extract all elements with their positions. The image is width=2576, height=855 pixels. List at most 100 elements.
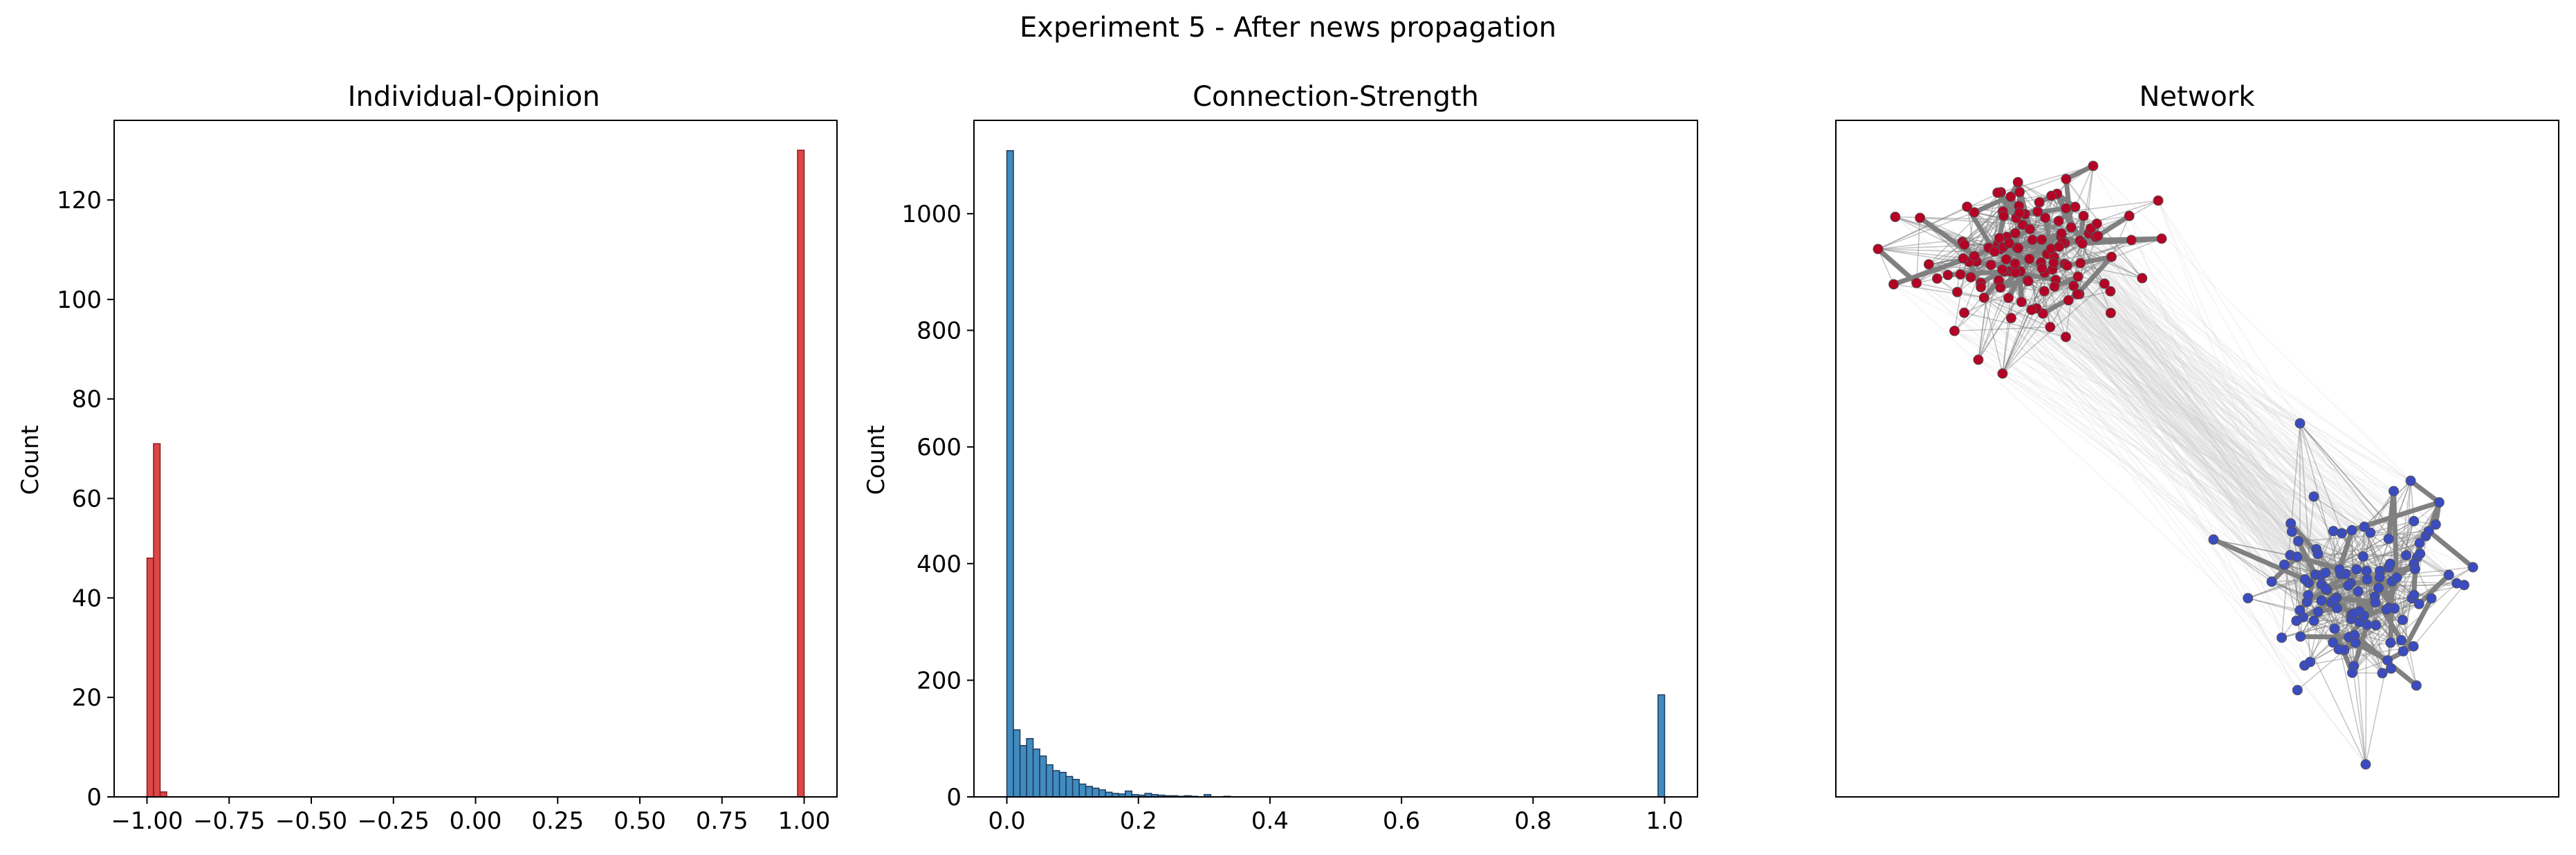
network-node-red bbox=[2009, 258, 2021, 269]
network-edge bbox=[2061, 236, 2389, 540]
network-edge bbox=[2027, 280, 2326, 589]
strength-xtick-label: 0.6 bbox=[1383, 807, 1420, 835]
network-node-red bbox=[2061, 260, 2072, 271]
network-edge bbox=[2413, 585, 2465, 647]
network-node-red bbox=[2045, 322, 2056, 333]
network-node-blue bbox=[2430, 519, 2441, 530]
network-edge bbox=[1980, 286, 2418, 558]
network-node-blue bbox=[2370, 597, 2381, 608]
network-edge bbox=[2000, 228, 2031, 288]
opinion-xtick-label: 0.50 bbox=[614, 807, 666, 835]
strength-bar bbox=[1006, 150, 1014, 798]
network-node-red bbox=[2153, 195, 2164, 206]
network-strong-edge bbox=[2082, 236, 2162, 246]
network-edge bbox=[1954, 327, 2050, 332]
opinion-ytick-label: 100 bbox=[57, 286, 102, 314]
network-edge bbox=[2032, 239, 2436, 526]
network-node-blue bbox=[2409, 515, 2420, 526]
network-node-red bbox=[1915, 212, 1926, 223]
network-strong-edge bbox=[2409, 479, 2441, 505]
network-edge bbox=[1877, 206, 1968, 250]
network-node-red bbox=[1931, 273, 1942, 284]
network-edge bbox=[2110, 312, 2465, 586]
network-node-red bbox=[2010, 228, 2021, 239]
network-node-red bbox=[2049, 281, 2060, 292]
network-edge bbox=[1980, 282, 2299, 691]
network-node-blue bbox=[2359, 522, 2370, 533]
strength-bar bbox=[1657, 694, 1666, 798]
strength-ytick-label: 600 bbox=[917, 434, 962, 461]
network-edge bbox=[2363, 554, 2407, 558]
network-edge bbox=[2053, 256, 2365, 528]
network-edge bbox=[2064, 264, 2306, 666]
network-edge bbox=[2053, 256, 2334, 643]
network-node-red bbox=[2025, 223, 2036, 235]
network-node-red bbox=[1969, 250, 1980, 261]
network-edge bbox=[2281, 613, 2354, 638]
figure-title: Experiment 5 - After news propagation bbox=[1020, 12, 1556, 44]
network-node-blue bbox=[2346, 525, 2357, 536]
network-node-blue bbox=[2434, 497, 2445, 508]
opinion-bar bbox=[146, 558, 154, 798]
network-node-red bbox=[2066, 222, 2077, 233]
network-edge bbox=[1966, 206, 2326, 589]
network-edge bbox=[2061, 241, 2387, 610]
network-edge bbox=[2073, 285, 2359, 592]
network-node-blue bbox=[2266, 576, 2277, 587]
strength-bar bbox=[1045, 764, 1054, 798]
network-edge bbox=[2065, 336, 2353, 531]
network-edge bbox=[2050, 195, 2315, 621]
network-node-blue bbox=[2409, 564, 2420, 575]
network-edge bbox=[2317, 553, 2357, 570]
network-edge bbox=[2291, 531, 2404, 652]
network-edge bbox=[2041, 268, 2272, 582]
network-node-red bbox=[2003, 293, 2014, 304]
network-edge bbox=[1954, 330, 2365, 528]
network-edge bbox=[2044, 272, 2404, 652]
network-edge bbox=[1916, 282, 2037, 309]
network-edge bbox=[1988, 247, 2328, 591]
network-node-blue bbox=[2292, 685, 2303, 696]
network-edge bbox=[2110, 256, 2315, 621]
network-node-red bbox=[2024, 253, 2035, 264]
network-edge bbox=[2370, 490, 2395, 533]
network-edge bbox=[1953, 330, 2356, 644]
network-edge bbox=[2058, 220, 2368, 580]
network-edge bbox=[1990, 264, 2383, 674]
network-panel: Network bbox=[1835, 81, 2559, 798]
network-node-red bbox=[2027, 235, 2038, 246]
network-node-blue bbox=[2348, 608, 2359, 619]
network-node-blue bbox=[2467, 562, 2478, 573]
strength-histogram-bars bbox=[1006, 150, 1666, 798]
network-edge bbox=[1968, 261, 2366, 765]
network-edge bbox=[1983, 297, 2051, 328]
network-edge bbox=[2068, 300, 2308, 603]
network-node-red bbox=[2106, 251, 2117, 262]
network-node-red bbox=[1911, 277, 1922, 288]
network-edge bbox=[2040, 261, 2285, 565]
network-node-blue bbox=[2351, 564, 2362, 575]
network-node-blue bbox=[2362, 573, 2373, 585]
strength-histogram-ticks: 0.0 0.2 0.4 0.6 0.8 1.0 0 200 400 600 800 1000 bbox=[901, 201, 1683, 835]
network-edge bbox=[1877, 248, 1895, 285]
network-node-red bbox=[2137, 273, 2148, 284]
network-node-blue bbox=[2328, 637, 2339, 648]
network-edge bbox=[2052, 268, 2353, 531]
network-node-red bbox=[1976, 282, 1987, 293]
network-edge bbox=[2040, 261, 2429, 532]
opinion-ytick-label: 120 bbox=[57, 187, 102, 214]
network-node-red bbox=[2061, 174, 2072, 185]
network-edge bbox=[2027, 280, 2432, 599]
opinion-xtick-label: −0.50 bbox=[275, 807, 347, 835]
network-edge bbox=[2110, 215, 2130, 257]
network-node-blue bbox=[2347, 668, 2358, 679]
network-node-red bbox=[1997, 368, 2008, 379]
network-edge bbox=[1964, 312, 2066, 338]
network-edge bbox=[2055, 279, 2319, 613]
network-node-red bbox=[1962, 201, 1973, 212]
network-node-blue bbox=[2305, 656, 2316, 668]
network-node-red bbox=[2005, 191, 2016, 202]
network-edge bbox=[2158, 200, 2308, 603]
network-node-red bbox=[2039, 286, 2050, 297]
network-edge bbox=[2010, 291, 2045, 319]
